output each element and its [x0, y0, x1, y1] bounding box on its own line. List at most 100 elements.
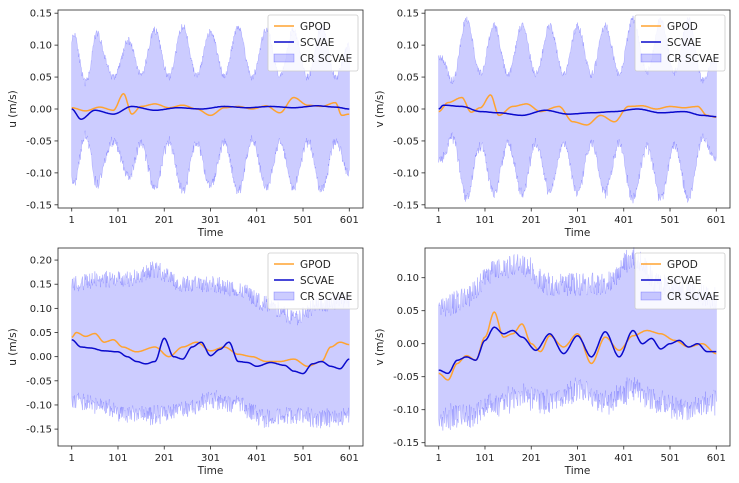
- x-tick-label: 101: [108, 215, 127, 226]
- x-axis-label: Time: [197, 227, 224, 239]
- legend-label: GPOD: [300, 21, 331, 33]
- y-tick-label: -0.15: [393, 200, 419, 211]
- legend-swatch-band: [273, 53, 295, 63]
- series-line-scvae: [71, 337, 350, 375]
- legend-swatch-band: [640, 53, 662, 63]
- x-axis-label: Time: [197, 465, 224, 477]
- y-tick-label: 0.20: [30, 256, 52, 267]
- legend-label: SCVAE: [667, 37, 701, 49]
- legend-label: SCVAE: [667, 275, 701, 287]
- x-tick-label: 1: [436, 453, 442, 464]
- x-tick-label: 201: [155, 453, 174, 464]
- y-tick-label: 0.05: [30, 328, 52, 339]
- y-axis-label: u (m/s): [7, 90, 19, 127]
- y-tick-label: -0.10: [26, 168, 52, 179]
- y-axis-label: v (m/s): [374, 91, 386, 128]
- legend-box: [634, 14, 726, 72]
- series-band-cr-scvae: [438, 15, 717, 204]
- y-tick-label: -0.10: [393, 168, 419, 179]
- series-line-gpod: [71, 92, 350, 117]
- x-tick-label: 1: [69, 215, 75, 226]
- legend-label: SCVAE: [300, 37, 334, 49]
- x-tick-label: 401: [247, 453, 266, 464]
- chart-panel-1: 1 101 201 301 401 501 601 -0.15 -0.10 -0.05 0.00 0.…: [7, 9, 364, 239]
- series-band-cr-scvae: [71, 24, 350, 195]
- chart-panel-2: 1 101 201 301 401 501 601 -0.15 -0.10 -0.05 0.00 0.…: [374, 9, 731, 239]
- x-tick-label: 601: [707, 453, 726, 464]
- x-tick-label: 501: [660, 453, 679, 464]
- x-tick-label: 101: [108, 453, 127, 464]
- x-tick-label: 601: [340, 215, 359, 226]
- x-axis-label: Time: [564, 227, 591, 239]
- x-tick-label: 201: [155, 215, 174, 226]
- series-line-gpod: [438, 311, 717, 381]
- x-tick-label: 501: [293, 453, 312, 464]
- y-tick-label: 0.10: [397, 273, 419, 284]
- y-tick-label: -0.15: [26, 425, 52, 436]
- x-tick-label: 501: [293, 215, 312, 226]
- x-tick-label: 601: [707, 215, 726, 226]
- y-tick-label: -0.05: [393, 372, 419, 383]
- y-tick-label: 0.00: [397, 339, 419, 350]
- x-tick-label: 401: [614, 453, 633, 464]
- y-tick-label: 0.10: [397, 41, 419, 52]
- legend-label: SCVAE: [300, 275, 334, 287]
- x-axis-label: Time: [564, 465, 591, 477]
- y-tick-label: 0.10: [30, 41, 52, 52]
- x-tick-label: 201: [522, 215, 541, 226]
- y-tick-label: -0.15: [393, 438, 419, 449]
- series-line-gpod: [71, 331, 350, 368]
- x-tick-label: 401: [614, 215, 633, 226]
- x-tick-label: 101: [475, 453, 494, 464]
- y-tick-label: -0.10: [393, 405, 419, 416]
- y-tick-label: 0.05: [30, 73, 52, 84]
- y-axis-label: u (m/s): [7, 328, 19, 365]
- legend-label: GPOD: [667, 259, 698, 271]
- series-line-scvae: [438, 104, 717, 118]
- legend-box: [267, 14, 359, 72]
- legend-swatch-band: [640, 291, 662, 301]
- chart-panel-4: 1 101 201 301 401 501 601 -0.15 -0.10 -0.05 0.00 0.…: [374, 247, 731, 477]
- legend: GPOD SCVAE CR SCVAE: [267, 14, 359, 72]
- y-tick-label: -0.05: [26, 136, 52, 147]
- series-line-scvae: [71, 105, 350, 120]
- legend-label: GPOD: [300, 259, 331, 271]
- legend-swatch-band: [273, 291, 295, 301]
- legend: GPOD SCVAE CR SCVAE: [267, 252, 359, 310]
- legend: GPOD SCVAE CR SCVAE: [634, 14, 726, 72]
- legend-label: CR SCVAE: [300, 53, 352, 65]
- y-tick-label: -0.15: [26, 200, 52, 211]
- legend-label: CR SCVAE: [667, 291, 719, 303]
- legend-label: CR SCVAE: [300, 291, 352, 303]
- series-band-cr-scvae: [71, 261, 350, 429]
- series-line-gpod: [438, 94, 717, 126]
- legend-label: GPOD: [667, 21, 698, 33]
- x-tick-label: 601: [340, 453, 359, 464]
- y-tick-label: 0.15: [397, 9, 419, 20]
- x-tick-label: 301: [568, 215, 587, 226]
- series-line-scvae: [438, 326, 717, 375]
- y-axis-label: v (m/s): [374, 329, 386, 366]
- y-tick-label: 0.15: [30, 280, 52, 291]
- y-tick-label: 0.00: [397, 105, 419, 116]
- x-tick-label: 301: [201, 453, 220, 464]
- legend: GPOD SCVAE CR SCVAE: [634, 252, 726, 310]
- y-tick-label: 0.00: [30, 352, 52, 363]
- y-tick-label: -0.05: [26, 376, 52, 387]
- x-tick-label: 501: [660, 215, 679, 226]
- y-tick-label: 0.15: [30, 9, 52, 20]
- legend-label: CR SCVAE: [667, 53, 719, 65]
- y-tick-label: 0.00: [30, 105, 52, 116]
- x-tick-label: 101: [475, 215, 494, 226]
- chart-panel-3: 1 101 201 301 401 501 601 -0.15 -0.10 -0.05 0.00 0.…: [7, 247, 364, 477]
- y-tick-label: -0.10: [26, 400, 52, 411]
- x-tick-label: 201: [522, 453, 541, 464]
- y-tick-label: 0.10: [30, 304, 52, 315]
- y-tick-label: 0.05: [397, 73, 419, 84]
- legend-box: [267, 252, 359, 310]
- x-tick-label: 401: [247, 215, 266, 226]
- y-tick-label: 0.05: [397, 306, 419, 317]
- x-tick-label: 301: [201, 215, 220, 226]
- y-tick-label: -0.05: [393, 136, 419, 147]
